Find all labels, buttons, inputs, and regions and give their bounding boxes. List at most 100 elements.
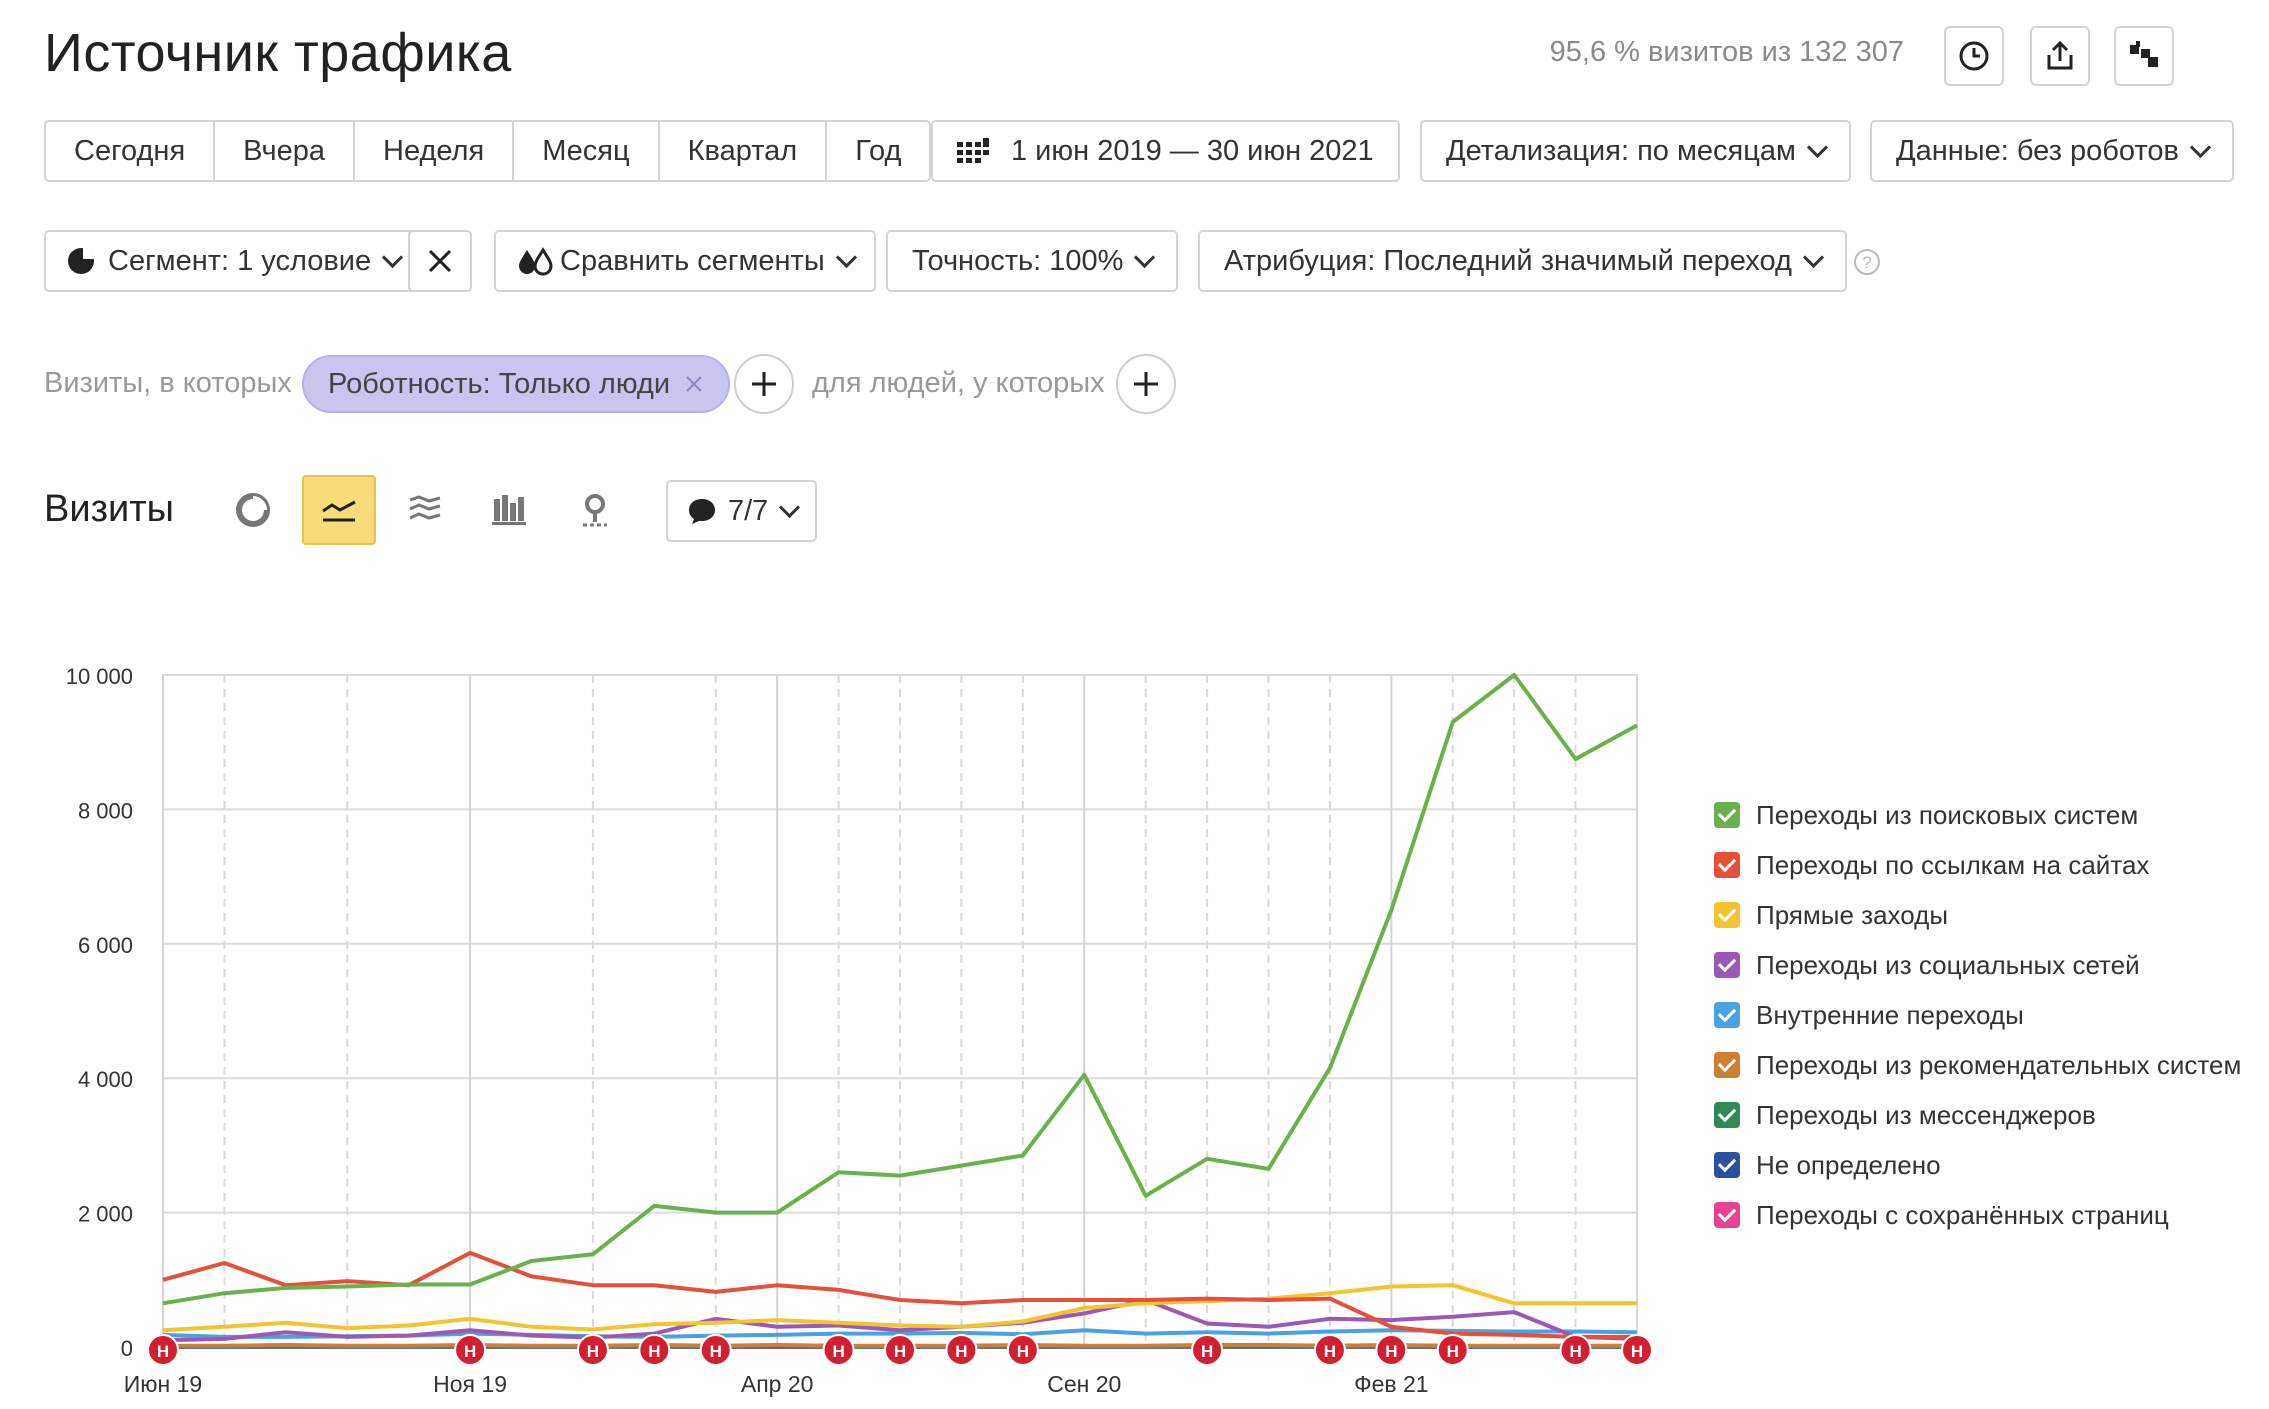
series-line[interactable] [162, 1298, 1638, 1343]
note-marker-label: Н [1201, 1342, 1213, 1361]
accuracy-dropdown[interactable]: Точность: 100% [886, 230, 1179, 292]
filter-chip-label: Роботность: Только люди [328, 367, 671, 400]
note-marker-label: Н [894, 1342, 906, 1361]
note-marker-label: Н [1017, 1342, 1029, 1361]
period-yesterday-button[interactable]: Вчера [215, 122, 356, 180]
legend-item[interactable]: Переходы из мессенджеров [1714, 1090, 2241, 1140]
note-marker[interactable] [945, 1334, 978, 1366]
date-range-picker[interactable]: 1 июн 2019 — 30 июн 2021 [931, 120, 1400, 182]
legend-label: Переходы из мессенджеров [1756, 1099, 2096, 1130]
chevron-down-icon [2189, 136, 2211, 158]
chart-type-map-button[interactable] [558, 475, 632, 545]
note-marker[interactable] [576, 1334, 609, 1366]
note-marker-label: Н [1569, 1342, 1581, 1361]
chart-type-pie-button[interactable] [216, 475, 290, 545]
legend-checkbox[interactable] [1714, 1202, 1740, 1228]
chevron-down-icon [1806, 136, 1829, 158]
note-marker[interactable] [1006, 1334, 1039, 1366]
note-marker[interactable] [454, 1334, 487, 1366]
legend-item[interactable]: Переходы из рекомендательных систем [1714, 1040, 2241, 1090]
y-tick-label: 0 [121, 1336, 133, 1361]
widgets-button[interactable] [2114, 26, 2174, 86]
pie-chart-icon [236, 493, 270, 527]
period-week-button[interactable]: Неделя [355, 122, 515, 180]
note-marker-label: Н [832, 1342, 844, 1361]
x-tick-label: Фев 21 [1354, 1371, 1428, 1397]
chevron-down-icon [1802, 246, 1824, 268]
detail-dropdown[interactable]: Детализация: по месяцам [1420, 120, 1851, 182]
notes-dropdown[interactable]: 7/7 [666, 480, 818, 542]
note-marker[interactable] [1191, 1334, 1224, 1366]
drops-icon [519, 247, 553, 276]
visits-filter-label: Визиты, в которых [44, 367, 292, 399]
legend-checkbox[interactable] [1714, 952, 1740, 978]
legend-label: Прямые заходы [1756, 899, 1949, 930]
notes-count: 7/7 [728, 494, 769, 527]
legend-checkbox[interactable] [1714, 852, 1740, 878]
compare-segments-dropdown[interactable]: Сравнить сегменты [494, 230, 876, 292]
period-year-button[interactable]: Год [855, 134, 902, 167]
legend-item[interactable]: Прямые заходы [1714, 890, 2241, 940]
export-button[interactable] [2030, 26, 2090, 86]
add-people-condition-button[interactable] [1116, 354, 1176, 414]
calendar-icon [957, 138, 989, 163]
legend-checkbox[interactable] [1714, 1152, 1740, 1178]
help-icon[interactable]: ? [1852, 247, 1882, 282]
y-tick-label: 6 000 [78, 933, 133, 958]
legend-checkbox[interactable] [1714, 1102, 1740, 1128]
period-month-button[interactable]: Месяц [514, 122, 660, 180]
data-filter-dropdown[interactable]: Данные: без роботов [1870, 120, 2234, 182]
attribution-dropdown[interactable]: Атрибуция: Последний значимый переход [1198, 230, 1847, 292]
legend-label: Внутренние переходы [1756, 999, 2024, 1030]
chart-type-line-button[interactable] [302, 475, 376, 545]
chart-section-title: Визиты [44, 488, 174, 530]
note-marker[interactable] [884, 1334, 916, 1366]
legend-checkbox[interactable] [1714, 802, 1740, 828]
note-marker[interactable] [1621, 1334, 1653, 1366]
y-tick-label: 10 000 [66, 664, 133, 689]
filter-chip[interactable]: Роботность: Только люди [302, 355, 731, 413]
plus-icon [1134, 372, 1158, 396]
note-marker-label: Н [464, 1342, 476, 1361]
legend-item[interactable]: Внутренние переходы [1714, 990, 2241, 1040]
legend-label: Переходы из социальных сетей [1756, 949, 2140, 980]
legend-label: Не определено [1756, 1149, 1941, 1180]
series-line[interactable] [162, 673, 1638, 1306]
note-marker[interactable] [147, 1334, 179, 1366]
period-quarter-button[interactable]: Квартал [660, 122, 828, 180]
clear-segment-button[interactable] [408, 230, 472, 292]
note-marker[interactable] [1436, 1334, 1469, 1366]
note-marker-label: Н [648, 1342, 660, 1361]
period-today-button[interactable]: Сегодня [46, 122, 216, 180]
note-marker[interactable] [1559, 1334, 1592, 1366]
chart-type-area-button[interactable] [388, 475, 462, 545]
legend-checkbox[interactable] [1714, 1002, 1740, 1028]
note-marker[interactable] [822, 1334, 855, 1366]
note-marker[interactable] [1375, 1334, 1408, 1366]
close-icon[interactable] [684, 374, 704, 394]
plus-icon [752, 372, 776, 396]
note-marker[interactable] [638, 1334, 671, 1366]
period-selector: Сегодня Вчера Неделя Месяц Квартал Год [44, 120, 932, 182]
segment-dropdown[interactable]: Сегмент: 1 условие [44, 230, 423, 292]
legend-checkbox[interactable] [1714, 902, 1740, 928]
x-tick-label: Апр 20 [741, 1371, 814, 1397]
series-line[interactable] [162, 1283, 1637, 1333]
note-marker[interactable] [699, 1334, 732, 1366]
legend-item[interactable]: Переходы из социальных сетей [1714, 940, 2241, 990]
legend-item[interactable]: Не определено [1714, 1140, 2241, 1190]
note-marker-label: Н [1324, 1342, 1336, 1361]
chart-type-bar-button[interactable] [472, 475, 546, 545]
legend-item[interactable]: Переходы из поисковых систем [1714, 790, 2241, 840]
comment-icon [689, 499, 715, 524]
legend-checkbox[interactable] [1714, 1052, 1740, 1078]
y-tick-label: 8 000 [78, 798, 133, 823]
legend-item[interactable]: Переходы с сохранённых страниц [1714, 1190, 2241, 1240]
add-visit-condition-button[interactable] [734, 354, 794, 414]
legend-item[interactable]: Переходы по ссылкам на сайтах [1714, 840, 2241, 890]
page-title: Источник трафика [44, 23, 512, 83]
note-marker[interactable] [1313, 1334, 1346, 1366]
history-button[interactable] [1944, 26, 2004, 86]
line-chart-icon [322, 500, 356, 522]
